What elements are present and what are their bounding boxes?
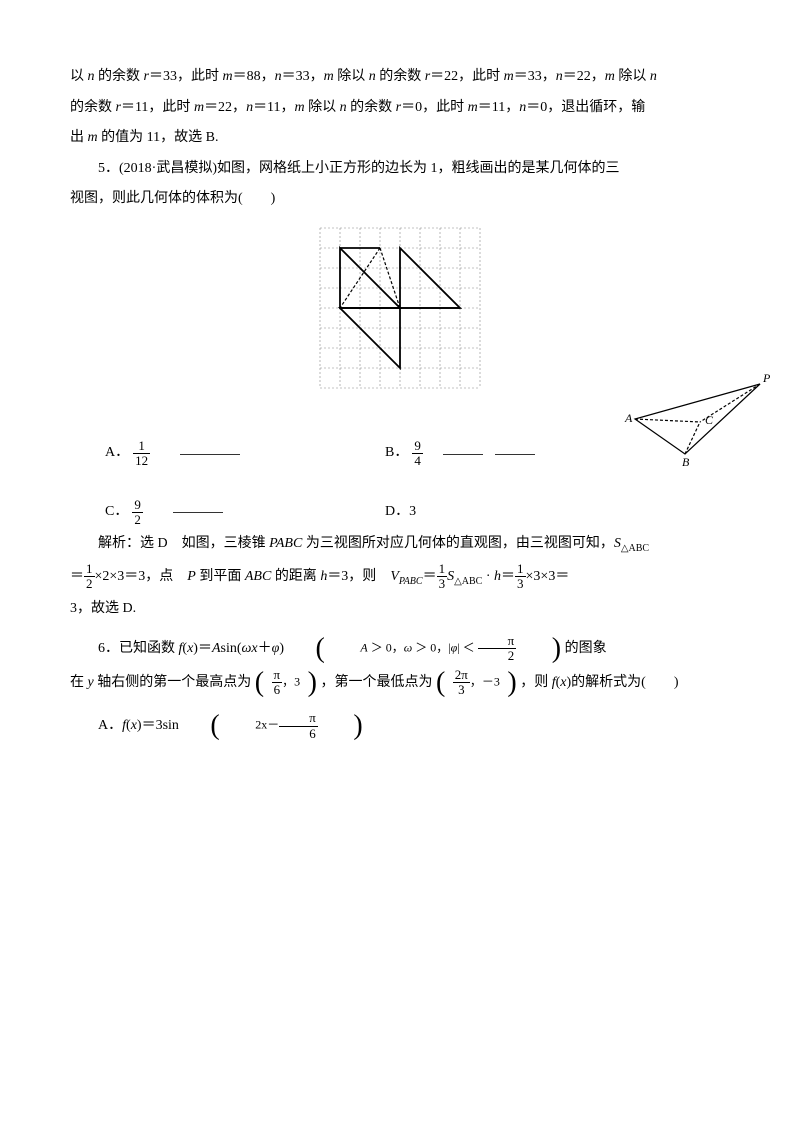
q5-answer-line2: ＝12×2×3＝3，点 P 到平面 ABC 的距离 h＝3，则 VPABC＝13…	[70, 562, 730, 592]
intro-line1: 以 n 的余数 r＝33，此时 m＝88，n＝33，m 除以 n 的余数 r＝2…	[70, 64, 730, 91]
q6-stem-line1: 6．已知函数 f(x)＝Asin(ωx＋φ) ( A ＞ 0，ω ＞ 0，|φ|…	[70, 634, 730, 664]
q6-stem-line2: 在 y 轴右侧的第一个最高点为 ( π6，3 ) ，第一个最低点为 ( 2π3，…	[70, 668, 730, 698]
intro-line3: 出 m 的值为 11，故选 B.	[70, 125, 730, 152]
q5-stem-line1: 5．(2018·武昌模拟)如图，网格纸上小正方形的边长为 1，粗线画出的是某几何…	[70, 156, 730, 183]
svg-text:A: A	[624, 411, 633, 425]
q5-opt-c: C． 92	[105, 498, 385, 528]
intro-line2: 的余数 r＝11，此时 m＝22，n＝11，m 除以 n 的余数 r＝0，此时 …	[70, 95, 730, 122]
q5-options-row1: A． 112 B． 94 P A B C	[105, 414, 730, 494]
svg-text:B: B	[682, 455, 690, 469]
q5-answer-line1: 解析：选 D 如图，三棱锥 PABC 为三视图所对应几何体的直观图，由三视图可知…	[70, 531, 730, 558]
q5-opt-d: D．3	[385, 499, 730, 526]
tetrahedron-figure: P A B C	[620, 364, 770, 485]
svg-text:C: C	[705, 413, 714, 427]
q5-options-row2: C． 92 D．3	[105, 498, 730, 528]
q5-answer-line3: 3，故选 D.	[70, 596, 730, 623]
q5-stem-line2: 视图，则此几何体的体积为( )	[70, 186, 730, 213]
svg-text:P: P	[762, 371, 770, 385]
q6-opt-a: A．f(x)＝3sin ( 2x－π6 )	[70, 711, 730, 741]
q5-opt-a: A． 112	[105, 439, 385, 469]
